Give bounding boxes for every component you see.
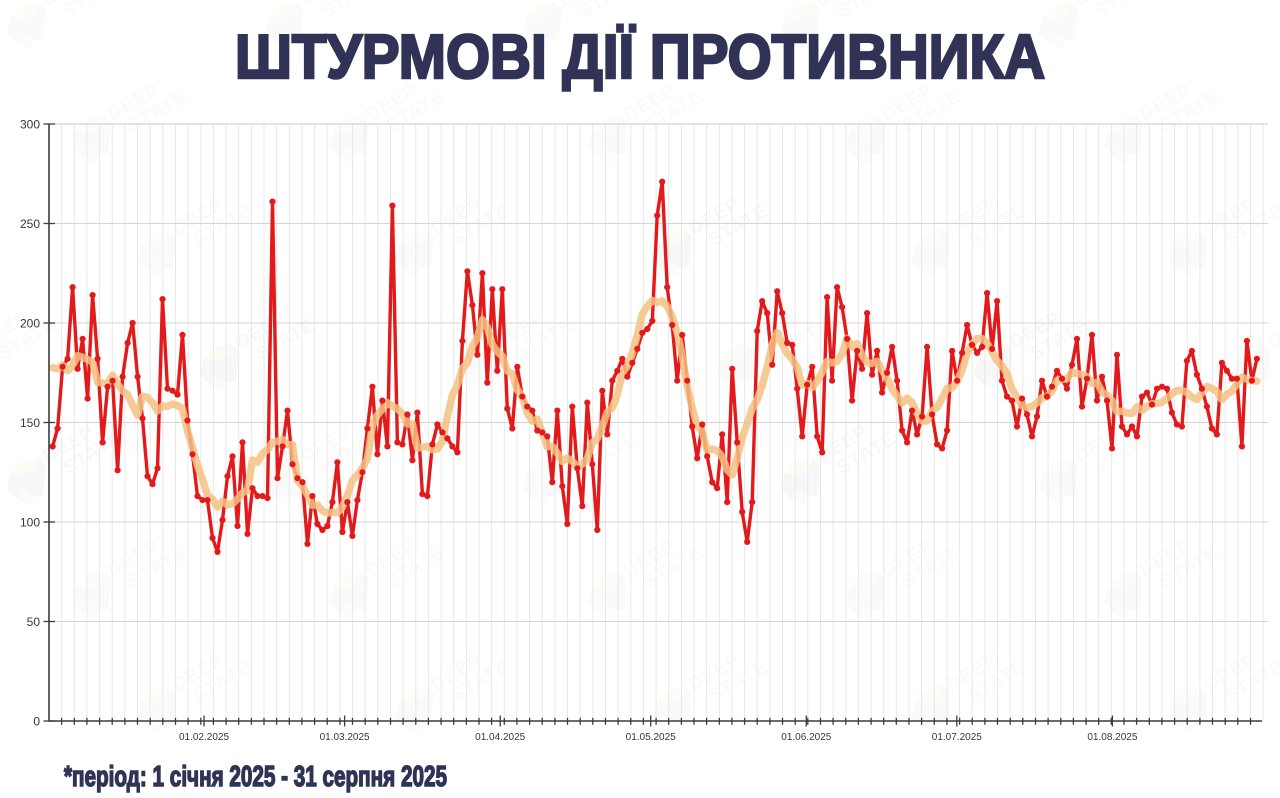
svg-text:01.05.2025: 01.05.2025 [626,732,676,743]
svg-text:300: 300 [20,117,40,131]
svg-text:01.07.2025: 01.07.2025 [932,732,982,743]
svg-text:01.06.2025: 01.06.2025 [781,732,831,743]
svg-text:ШТУРМОВІ ДІЇ ПРОТИВНИКА: ШТУРМОВІ ДІЇ ПРОТИВНИКА [235,23,1045,92]
svg-text:01.08.2025: 01.08.2025 [1087,732,1137,743]
svg-text:250: 250 [20,217,40,231]
svg-text:01.02.2025: 01.02.2025 [179,732,229,743]
svg-text:50: 50 [27,615,41,629]
svg-text:01.04.2025: 01.04.2025 [475,732,525,743]
svg-text:0: 0 [33,714,40,728]
svg-text:01.03.2025: 01.03.2025 [320,732,370,743]
svg-text:*період: 1 січня 2025 - 31 сер: *період: 1 січня 2025 - 31 серпня 2025 [64,761,447,793]
svg-text:200: 200 [20,316,40,330]
svg-text:150: 150 [20,416,40,430]
svg-text:100: 100 [20,515,40,529]
